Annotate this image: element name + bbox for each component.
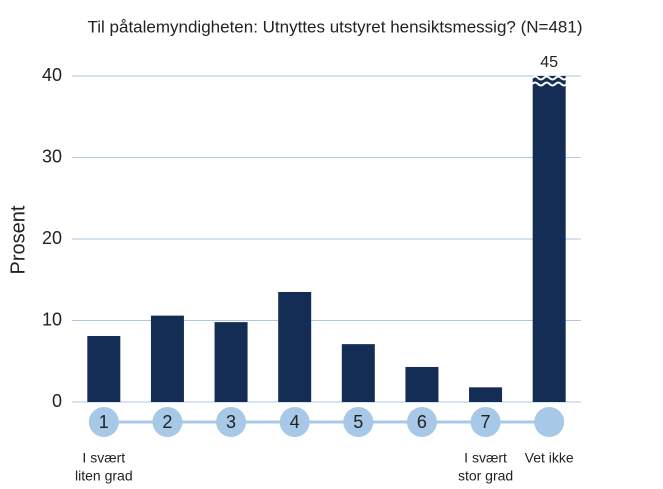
scale-marker: [152, 407, 183, 437]
bar: [87, 335, 121, 402]
y-axis-label: Prosent: [7, 205, 29, 274]
scale-marker: [343, 407, 374, 437]
value-label: 45: [540, 54, 558, 71]
bar: [150, 315, 184, 402]
x-tick-label: 2: [162, 412, 172, 432]
scale-marker: [216, 407, 247, 437]
x-tick-label: 1: [99, 412, 109, 432]
category-note: I svært: [464, 450, 507, 466]
bar: [405, 366, 439, 402]
y-tick-label: 10: [42, 309, 62, 329]
y-tick-label: 40: [42, 65, 62, 85]
category-note: I svært: [82, 450, 125, 466]
scale-marker: [406, 407, 437, 437]
category-note: liten grad: [75, 468, 133, 484]
x-tick-label: 4: [290, 412, 300, 432]
category-note: stor grad: [458, 468, 513, 484]
x-tick-label: 5: [353, 412, 363, 432]
scale-marker: [470, 407, 501, 437]
bar: [532, 76, 566, 402]
scale-marker: [279, 407, 310, 437]
axis-break: [531, 75, 568, 81]
scale-marker: [88, 407, 119, 437]
x-tick-label: 3: [226, 412, 236, 432]
y-tick-label: 20: [42, 228, 62, 248]
x-tick-label: 7: [481, 412, 491, 432]
bar: [469, 387, 503, 402]
bar: [214, 322, 248, 402]
chart-title: Til påtalemyndigheten: Utnyttes utstyret…: [88, 17, 583, 36]
axis-break: [531, 81, 568, 87]
category-note: Vet ikke: [525, 450, 574, 466]
bar: [341, 344, 375, 402]
bar: [278, 291, 312, 402]
x-tick-label: 6: [417, 412, 427, 432]
y-tick-label: 0: [52, 391, 62, 411]
scale-marker: [534, 407, 565, 437]
y-tick-label: 30: [42, 146, 62, 166]
